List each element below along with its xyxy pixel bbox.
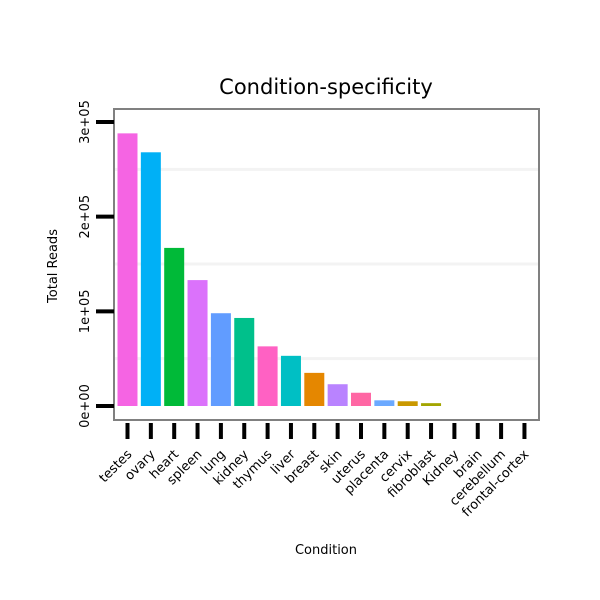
grid-lines bbox=[114, 167, 539, 361]
x-axis-label: Condition bbox=[295, 543, 357, 558]
bar-skin bbox=[327, 384, 348, 406]
y-axis-label: Total Reads bbox=[46, 229, 61, 304]
y-tick-label: 3e+05 bbox=[78, 100, 93, 144]
axes: 0e+001e+052e+053e+05testesovaryheartsple… bbox=[78, 100, 532, 520]
bar-lung bbox=[210, 313, 231, 406]
bar-heart bbox=[164, 247, 185, 406]
y-tick-label: 0e+00 bbox=[78, 384, 93, 428]
bar-cervix bbox=[397, 401, 418, 406]
bar-breast bbox=[304, 372, 325, 406]
bar-spleen bbox=[187, 280, 208, 406]
bar-testes bbox=[117, 133, 138, 407]
bars bbox=[117, 133, 442, 407]
bar-uterus bbox=[351, 392, 371, 406]
bar-thymus bbox=[257, 346, 278, 406]
y-tick-label: 2e+05 bbox=[78, 195, 93, 239]
bar-liver bbox=[280, 355, 301, 406]
y-tick-label: 1e+05 bbox=[78, 289, 93, 333]
plot-frame bbox=[113, 108, 540, 421]
bar-ovary bbox=[140, 152, 161, 406]
bar-placenta bbox=[374, 400, 395, 406]
chart-title: Condition-specificity bbox=[219, 75, 433, 99]
bar-fibroblast bbox=[421, 403, 442, 406]
bar-kidney bbox=[234, 317, 255, 406]
